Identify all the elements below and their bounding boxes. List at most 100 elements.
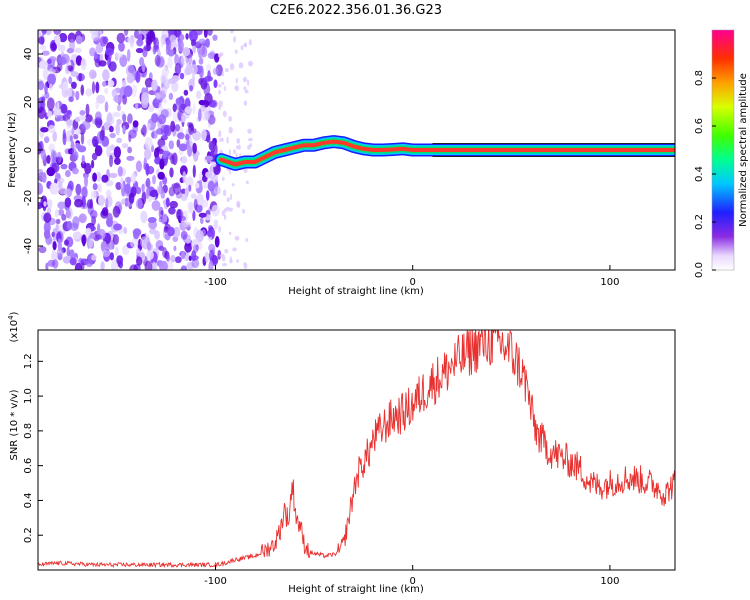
noise-blob <box>206 63 212 72</box>
snr-y-multiplier-exp: 4 <box>7 315 15 320</box>
noise-blob <box>187 145 193 157</box>
noise-blob <box>170 154 175 165</box>
noise-blob <box>66 119 74 126</box>
noise-blob <box>159 158 165 170</box>
noise-blob <box>192 45 196 53</box>
noise-blob <box>55 224 59 233</box>
noise-blob <box>38 142 43 155</box>
noise-blob <box>161 67 170 76</box>
noise-blob <box>52 241 57 251</box>
noise-blob <box>135 47 144 54</box>
snr-frame <box>37 329 676 571</box>
noise-blob <box>91 152 98 161</box>
sparse-blob <box>229 63 235 71</box>
noise-blob <box>89 232 96 239</box>
noise-blob <box>88 239 94 248</box>
snr-y-tick-label: 0.4 <box>23 492 34 508</box>
noise-blob <box>179 72 185 80</box>
noise-blob <box>94 145 103 157</box>
noise-blob <box>151 261 157 270</box>
noise-blob <box>161 86 168 94</box>
sparse-blob <box>218 54 222 58</box>
noise-blob <box>81 120 91 130</box>
noise-blob <box>200 128 207 141</box>
sparse-blob <box>244 89 249 94</box>
noise-blob <box>105 47 114 56</box>
noise-blob <box>105 179 114 187</box>
noise-blob <box>84 162 92 175</box>
noise-blob <box>95 81 100 94</box>
noise-blob <box>161 75 167 85</box>
sparse-blob <box>232 247 237 252</box>
sparse-blob <box>230 30 234 34</box>
sparse-blob <box>218 226 222 233</box>
sparse-blob <box>218 89 221 95</box>
spectrogram-panel: -100 0 100 -40 -20 0 20 40 Height of straight … <box>7 29 676 297</box>
noise-blob <box>114 94 123 104</box>
noise-blob <box>64 111 72 119</box>
sparse-blob <box>222 110 227 118</box>
sparse-blob <box>243 100 248 106</box>
noise-blob <box>100 240 108 253</box>
noise-blob <box>172 103 177 112</box>
noise-blob <box>169 200 178 209</box>
noise-blob <box>46 167 56 177</box>
noise-blob <box>86 199 93 209</box>
noise-blob <box>197 242 203 250</box>
noise-blob <box>80 84 85 96</box>
snr-y-multiplier-close: ) <box>9 311 20 315</box>
snr-marks <box>38 330 675 569</box>
noise-blob <box>69 257 77 266</box>
noise-blob <box>58 44 66 52</box>
noise-blob <box>45 30 52 36</box>
noise-blob <box>118 41 125 52</box>
noise-blob <box>109 172 118 179</box>
noise-blob <box>112 205 121 218</box>
noise-blob <box>162 150 168 159</box>
noise-blob <box>210 162 217 168</box>
noise-blob <box>42 30 47 35</box>
noise-blob <box>95 234 102 240</box>
noise-blob <box>127 65 135 74</box>
sparse-blob <box>243 168 248 174</box>
noise-blob <box>174 256 182 264</box>
noise-blob <box>88 254 92 261</box>
noise-blob <box>75 143 82 150</box>
noise-blob <box>49 182 59 195</box>
noise-blob <box>44 82 48 95</box>
sparse-blob <box>247 137 253 142</box>
colorbar-tick-label: 0.2 <box>694 214 705 230</box>
snr-x-label: Height of straight line (km) <box>288 584 424 595</box>
noise-blob <box>124 176 132 183</box>
noise-blob <box>195 90 202 99</box>
noise-blob <box>122 79 127 88</box>
noise-blob <box>206 134 211 143</box>
noise-blob <box>48 68 56 75</box>
sparse-blob <box>240 45 244 51</box>
noise-blob <box>116 104 121 112</box>
noise-blob <box>166 261 174 270</box>
noise-blob <box>188 123 195 135</box>
noise-blob <box>185 33 189 40</box>
noise-blob <box>171 81 179 93</box>
noise-blob <box>38 106 46 119</box>
noise-blob <box>102 81 107 87</box>
noise-blob <box>160 190 166 199</box>
sparse-blob <box>229 171 232 175</box>
noise-blob <box>173 245 177 252</box>
noise-blob <box>70 222 79 231</box>
sparse-blob <box>233 149 236 154</box>
noise-blob <box>213 186 221 195</box>
noise-blob <box>188 184 192 192</box>
sparse-blob <box>224 249 229 254</box>
noise-blob <box>85 227 92 236</box>
noise-blob <box>187 204 194 214</box>
noise-blob <box>119 54 128 67</box>
sparse-blob <box>223 214 227 220</box>
noise-blob <box>192 210 196 222</box>
noise-blob <box>192 164 196 178</box>
noise-blob <box>109 154 113 168</box>
noise-blob <box>144 148 152 160</box>
noise-blob <box>38 80 45 91</box>
noise-blob <box>85 88 93 97</box>
